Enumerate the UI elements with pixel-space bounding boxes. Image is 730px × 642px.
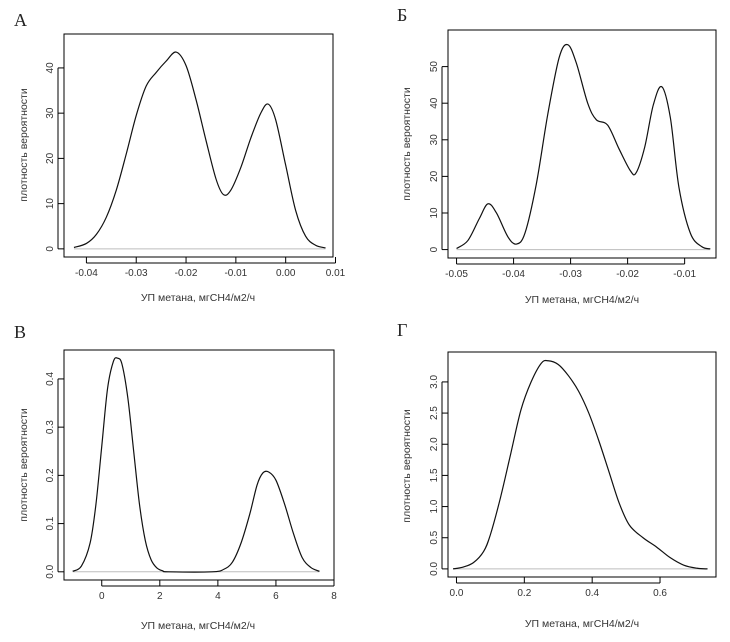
panel-a-plot-frame [63,33,334,258]
panel-d-y-axis-title: плотность вероятности [401,409,413,523]
panel-a-density-curve [73,51,326,249]
panel-c-ticks: 0 2 4 6 8 0.0 0.1 0.2 0.3 0.4 [45,372,337,602]
panel-b: Б УП метана, мгСН4/м2/ч плотность вероят… [397,5,717,306]
panel-b-x-tick-label: -0.01 [673,269,696,280]
panel-c-x-tick-label: 8 [331,591,337,602]
panel-a-x-tick-label: -0.01 [224,268,247,279]
panel-b-x-tick-label: -0.03 [559,269,582,280]
panel-d-y-tick-label: 1.5 [429,468,440,482]
panel-a-x-tick-label: 0.01 [326,268,346,279]
panel-c-x-tick-label: 2 [157,591,163,602]
panel-b-letter: Б [397,5,407,25]
panel-c-y-tick-label: 0.3 [45,420,56,434]
panel-a-x-tick-label: -0.04 [75,268,98,279]
panel-d-x-tick-label: 0.0 [450,588,464,599]
panel-b-ticks: -0.05 -0.04 -0.03 -0.02 -0.01 0 10 20 30 40 50 [429,61,696,280]
panel-d-y-tick-label: 0.0 [429,562,440,576]
panel-c-y-tick-label: 0.0 [45,564,56,578]
panel-a-x-tick-label: -0.02 [175,268,198,279]
panel-d-y-tick-label: 1.0 [429,499,440,513]
panel-a-y-tick-label: 0 [45,246,56,252]
panel-c-x-tick-label: 6 [273,591,279,602]
panel-d-x-tick-label: 0.4 [585,588,599,599]
panel-a-ticks: -0.04 -0.03 -0.02 -0.01 0.00 0.01 0 10 20 30 40 [45,62,346,279]
panel-b-y-tick-label: 50 [429,61,440,73]
panel-b-x-axis-title: УП метана, мгСН4/м2/ч [525,294,639,306]
panel-d-y-tick-label: 3.0 [429,375,440,389]
panel-d-letter: Г [397,320,407,340]
panel-b-density-curve [456,43,711,250]
panel-d-ticks: 0.0 0.2 0.4 0.6 0.0 0.5 1.0 1.5 2.0 2.5 3.0 [429,375,667,599]
panel-d: Г УП метана, мгСН4/м2/ч плотность вероят… [397,320,717,630]
panel-a-letter: А [14,10,27,30]
panel-b-plot-frame [447,29,717,259]
panel-a-x-tick-label: 0.00 [276,268,296,279]
panel-c-x-axis-title: УП метана, мгСН4/м2/ч [141,620,255,632]
panel-c-y-axis-title: плотность вероятности [18,408,30,522]
panel-a-y-tick-label: 30 [45,107,56,119]
panel-c-plot-frame [63,349,335,581]
panel-b-x-tick-label: -0.05 [445,269,468,280]
panel-a-y-tick-label: 40 [45,62,56,74]
panel-b-x-tick-label: -0.04 [502,269,525,280]
panel-a-x-axis-title: УП метана, мгСН4/м2/ч [141,292,255,304]
panel-d-y-tick-label: 2.0 [429,437,440,451]
panel-b-y-tick-label: 0 [429,246,440,252]
panel-a: А УП метана, мгСН4/м2/ч плотность вероят… [14,10,346,304]
panel-a-y-tick-label: 20 [45,152,56,164]
panel-b-y-tick-label: 20 [429,170,440,182]
panel-c-letter: В [14,322,26,342]
panel-c-y-tick-label: 0.2 [45,468,56,482]
panel-d-y-tick-label: 0.5 [429,530,440,544]
panel-d-x-tick-label: 0.2 [517,588,531,599]
panel-b-x-tick-label: -0.02 [616,269,639,280]
panel-d-y-tick-label: 2.5 [429,406,440,420]
panel-a-y-axis-title: плотность вероятности [18,88,30,202]
panel-d-plot-frame [447,351,717,578]
panel-b-y-tick-label: 30 [429,134,440,146]
panel-b-y-tick-label: 40 [429,97,440,109]
panel-b-y-tick-label: 10 [429,207,440,219]
panel-c-density-curve [72,357,320,573]
panel-c: В УП метана, мгСН4/м2/ч плотность вероят… [14,322,337,632]
panel-c-y-tick-label: 0.1 [45,516,56,530]
panel-c-x-tick-label: 0 [99,591,105,602]
panel-d-x-axis-title: УП метана, мгСН4/м2/ч [525,618,639,630]
panel-d-density-curve [452,359,708,570]
panel-a-y-tick-label: 10 [45,198,56,210]
panel-b-y-axis-title: плотность вероятности [401,87,413,201]
panel-a-x-tick-label: -0.03 [125,268,148,279]
panel-d-x-tick-label: 0.6 [653,588,667,599]
panel-c-y-tick-label: 0.4 [45,372,56,386]
panel-c-x-tick-label: 4 [215,591,221,602]
